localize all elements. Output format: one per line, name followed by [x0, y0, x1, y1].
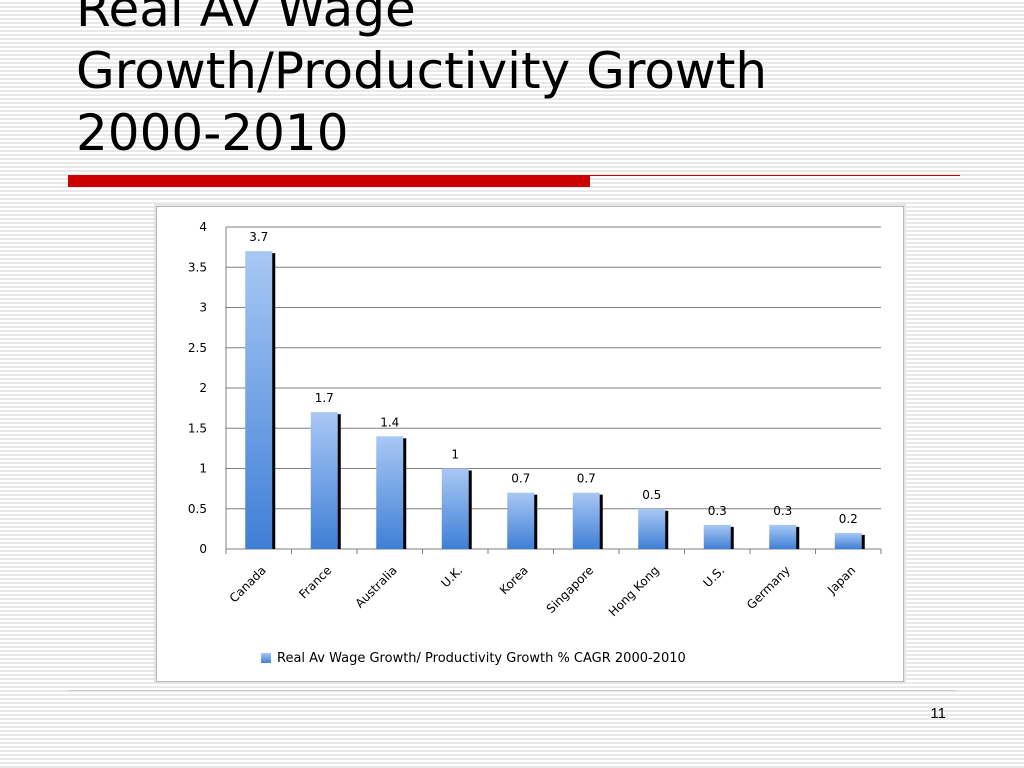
y-tick-label: 1.5 — [188, 421, 207, 435]
category-label: Canada — [227, 563, 269, 605]
category-label: Hong Kong — [606, 563, 662, 619]
bar-shadow — [271, 253, 276, 549]
data-label: 3.7 — [249, 230, 268, 244]
y-tick-label: 2 — [199, 381, 207, 395]
title-underline-thin — [590, 175, 960, 176]
y-tick-label: 3 — [199, 301, 207, 315]
data-label: 1.4 — [380, 415, 399, 429]
data-label: 0.7 — [511, 472, 530, 486]
page-number: 11 — [930, 705, 946, 722]
title-underline-red — [68, 175, 590, 187]
chart-frame: 0 0.5 1 1.5 2 2.5 3 3.5 4 3.7 Canada 1.7 France 1.4 Au… — [156, 206, 904, 682]
data-label: 0.5 — [642, 488, 661, 502]
slide-title: Real Av Wage Growth/Productivity Growth … — [76, 0, 976, 164]
bar-shadow — [795, 526, 800, 549]
bar-shadow — [729, 526, 734, 549]
bar — [310, 412, 338, 549]
category-label: Japan — [824, 563, 858, 597]
category-label: Australia — [352, 563, 399, 610]
data-label: 0.3 — [773, 504, 792, 518]
category-label: Korea — [497, 563, 531, 597]
bar — [834, 532, 862, 549]
bar — [769, 524, 797, 549]
y-tick-label: 2.5 — [188, 341, 207, 355]
slide-title-line-1: Real Av Wage — [76, 0, 416, 38]
y-tick-label: 0.5 — [188, 502, 207, 516]
category-label: U.S. — [700, 563, 727, 590]
bar-shadow — [533, 494, 538, 549]
y-tick-label: 4 — [199, 220, 207, 234]
footer-divider — [68, 690, 956, 691]
legend-label: Real Av Wage Growth/ Productivity Growth… — [277, 651, 686, 666]
bar — [572, 492, 600, 549]
data-label: 1 — [451, 448, 459, 462]
y-tick-label: 1 — [199, 462, 207, 476]
bar-shadow — [664, 510, 669, 549]
y-tick-label: 3.5 — [188, 260, 207, 274]
bar-shadow — [598, 494, 603, 549]
bar — [441, 468, 469, 549]
category-label: France — [296, 563, 334, 601]
slide-title-line-2: Growth/Productivity Growth — [76, 42, 768, 100]
bar-shadow — [467, 470, 472, 549]
bar — [507, 492, 535, 549]
bar-shadow — [402, 438, 407, 549]
bar-chart: 0 0.5 1 1.5 2 2.5 3 3.5 4 3.7 Canada 1.7 France 1.4 Au… — [188, 220, 882, 666]
category-label: U.K. — [438, 563, 465, 590]
category-label: Germany — [744, 563, 793, 612]
bar — [638, 508, 666, 549]
bar — [245, 251, 273, 549]
legend-swatch — [261, 653, 271, 663]
bar-shadow — [860, 534, 865, 549]
slide-title-line-3: 2000-2010 — [76, 104, 349, 162]
data-label: 1.7 — [315, 391, 334, 405]
data-label: 0.7 — [577, 472, 596, 486]
data-label: 0.3 — [708, 504, 727, 518]
bar — [703, 524, 731, 549]
category-label: Singapore — [544, 563, 597, 616]
bar-shadow — [336, 414, 341, 549]
bar — [376, 436, 404, 549]
data-label: 0.2 — [839, 512, 858, 526]
y-tick-label: 0 — [199, 542, 207, 556]
